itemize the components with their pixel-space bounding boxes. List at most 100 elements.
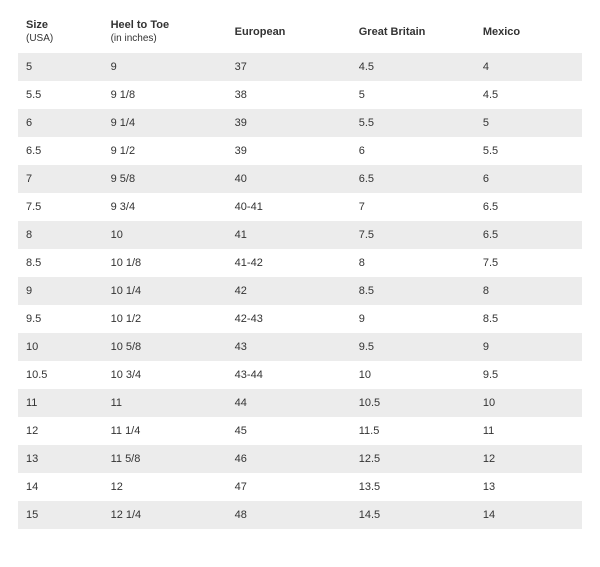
table-body: 59374.545.59 1/83854.569 1/4395.556.59 1… bbox=[18, 53, 582, 529]
table-cell: 12 1/4 bbox=[103, 509, 227, 521]
table-cell: 11 bbox=[475, 425, 582, 437]
table-row: 9.510 1/242-4398.5 bbox=[18, 305, 582, 333]
table-cell: 7.5 bbox=[18, 201, 103, 213]
table-cell: 6.5 bbox=[351, 173, 475, 185]
table-cell: 6 bbox=[351, 145, 475, 157]
col-header-sub: (USA) bbox=[26, 32, 95, 45]
table-cell: 43 bbox=[227, 341, 351, 353]
table-cell: 8 bbox=[18, 229, 103, 241]
table-cell: 13 bbox=[475, 481, 582, 493]
table-cell: 10 bbox=[475, 397, 582, 409]
col-header-great-britain: Great Britain bbox=[351, 25, 475, 39]
table-cell: 14 bbox=[475, 509, 582, 521]
col-header-label: Mexico bbox=[483, 26, 520, 38]
table-cell: 7 bbox=[18, 173, 103, 185]
table-cell: 8.5 bbox=[351, 285, 475, 297]
table-cell: 6.5 bbox=[475, 201, 582, 213]
table-cell: 15 bbox=[18, 509, 103, 521]
table-row: 8.510 1/841-4287.5 bbox=[18, 249, 582, 277]
table-cell: 38 bbox=[227, 89, 351, 101]
table-cell: 46 bbox=[227, 453, 351, 465]
table-cell: 40-41 bbox=[227, 201, 351, 213]
table-cell: 8.5 bbox=[475, 313, 582, 325]
table-row: 6.59 1/23965.5 bbox=[18, 137, 582, 165]
table-cell: 13 bbox=[18, 453, 103, 465]
table-cell: 12 bbox=[18, 425, 103, 437]
table-cell: 48 bbox=[227, 509, 351, 521]
table-cell: 12 bbox=[103, 481, 227, 493]
table-cell: 11.5 bbox=[351, 425, 475, 437]
size-chart-table: Size (USA) Heel to Toe (in inches) Europ… bbox=[18, 12, 582, 529]
table-cell: 6.5 bbox=[475, 229, 582, 241]
table-cell: 7.5 bbox=[351, 229, 475, 241]
table-cell: 45 bbox=[227, 425, 351, 437]
table-cell: 42 bbox=[227, 285, 351, 297]
table-cell: 5.5 bbox=[18, 89, 103, 101]
table-cell: 8.5 bbox=[18, 257, 103, 269]
table-cell: 14 bbox=[18, 481, 103, 493]
table-cell: 39 bbox=[227, 117, 351, 129]
table-cell: 42-43 bbox=[227, 313, 351, 325]
table-cell: 9 3/4 bbox=[103, 201, 227, 213]
table-row: 10.510 3/443-44109.5 bbox=[18, 361, 582, 389]
table-row: 11114410.510 bbox=[18, 389, 582, 417]
table-cell: 6 bbox=[475, 173, 582, 185]
table-cell: 41-42 bbox=[227, 257, 351, 269]
table-cell: 9 bbox=[103, 61, 227, 73]
col-header-label: Size bbox=[26, 19, 48, 31]
col-header-sub: (in inches) bbox=[111, 32, 219, 45]
table-cell: 8 bbox=[475, 285, 582, 297]
table-cell: 5 bbox=[475, 117, 582, 129]
table-cell: 7.5 bbox=[475, 257, 582, 269]
table-cell: 4.5 bbox=[351, 61, 475, 73]
table-cell: 11 5/8 bbox=[103, 453, 227, 465]
table-cell: 4.5 bbox=[475, 89, 582, 101]
table-cell: 5.5 bbox=[475, 145, 582, 157]
table-cell: 9 1/4 bbox=[103, 117, 227, 129]
table-cell: 14.5 bbox=[351, 509, 475, 521]
table-cell: 41 bbox=[227, 229, 351, 241]
table-cell: 9 bbox=[351, 313, 475, 325]
table-row: 1512 1/44814.514 bbox=[18, 501, 582, 529]
table-cell: 9.5 bbox=[351, 341, 475, 353]
col-header-size: Size (USA) bbox=[18, 18, 103, 45]
table-row: 910 1/4428.58 bbox=[18, 277, 582, 305]
table-cell: 10 5/8 bbox=[103, 341, 227, 353]
table-row: 5.59 1/83854.5 bbox=[18, 81, 582, 109]
table-row: 1211 1/44511.511 bbox=[18, 417, 582, 445]
table-cell: 10 1/8 bbox=[103, 257, 227, 269]
table-cell: 5.5 bbox=[351, 117, 475, 129]
table-cell: 10.5 bbox=[18, 369, 103, 381]
table-cell: 11 bbox=[18, 397, 103, 409]
table-cell: 6.5 bbox=[18, 145, 103, 157]
table-cell: 10 bbox=[18, 341, 103, 353]
col-header-label: Great Britain bbox=[359, 26, 426, 38]
col-header-label: European bbox=[235, 26, 286, 38]
table-cell: 7 bbox=[351, 201, 475, 213]
table-cell: 10 bbox=[351, 369, 475, 381]
col-header-heel-to-toe: Heel to Toe (in inches) bbox=[103, 18, 227, 45]
table-header-row: Size (USA) Heel to Toe (in inches) Europ… bbox=[18, 12, 582, 53]
table-cell: 10.5 bbox=[351, 397, 475, 409]
table-cell: 5 bbox=[18, 61, 103, 73]
table-cell: 12 bbox=[475, 453, 582, 465]
table-row: 1311 5/84612.512 bbox=[18, 445, 582, 473]
table-cell: 10 bbox=[103, 229, 227, 241]
table-cell: 10 3/4 bbox=[103, 369, 227, 381]
table-cell: 4 bbox=[475, 61, 582, 73]
table-cell: 11 1/4 bbox=[103, 425, 227, 437]
table-cell: 11 bbox=[103, 397, 227, 409]
table-cell: 8 bbox=[351, 257, 475, 269]
table-cell: 6 bbox=[18, 117, 103, 129]
table-cell: 9 bbox=[18, 285, 103, 297]
table-cell: 47 bbox=[227, 481, 351, 493]
col-header-european: European bbox=[227, 25, 351, 39]
table-row: 1010 5/8439.59 bbox=[18, 333, 582, 361]
col-header-mexico: Mexico bbox=[475, 25, 582, 39]
table-row: 810417.56.5 bbox=[18, 221, 582, 249]
table-cell: 44 bbox=[227, 397, 351, 409]
table-cell: 43-44 bbox=[227, 369, 351, 381]
table-cell: 5 bbox=[351, 89, 475, 101]
table-row: 59374.54 bbox=[18, 53, 582, 81]
table-cell: 9 1/2 bbox=[103, 145, 227, 157]
